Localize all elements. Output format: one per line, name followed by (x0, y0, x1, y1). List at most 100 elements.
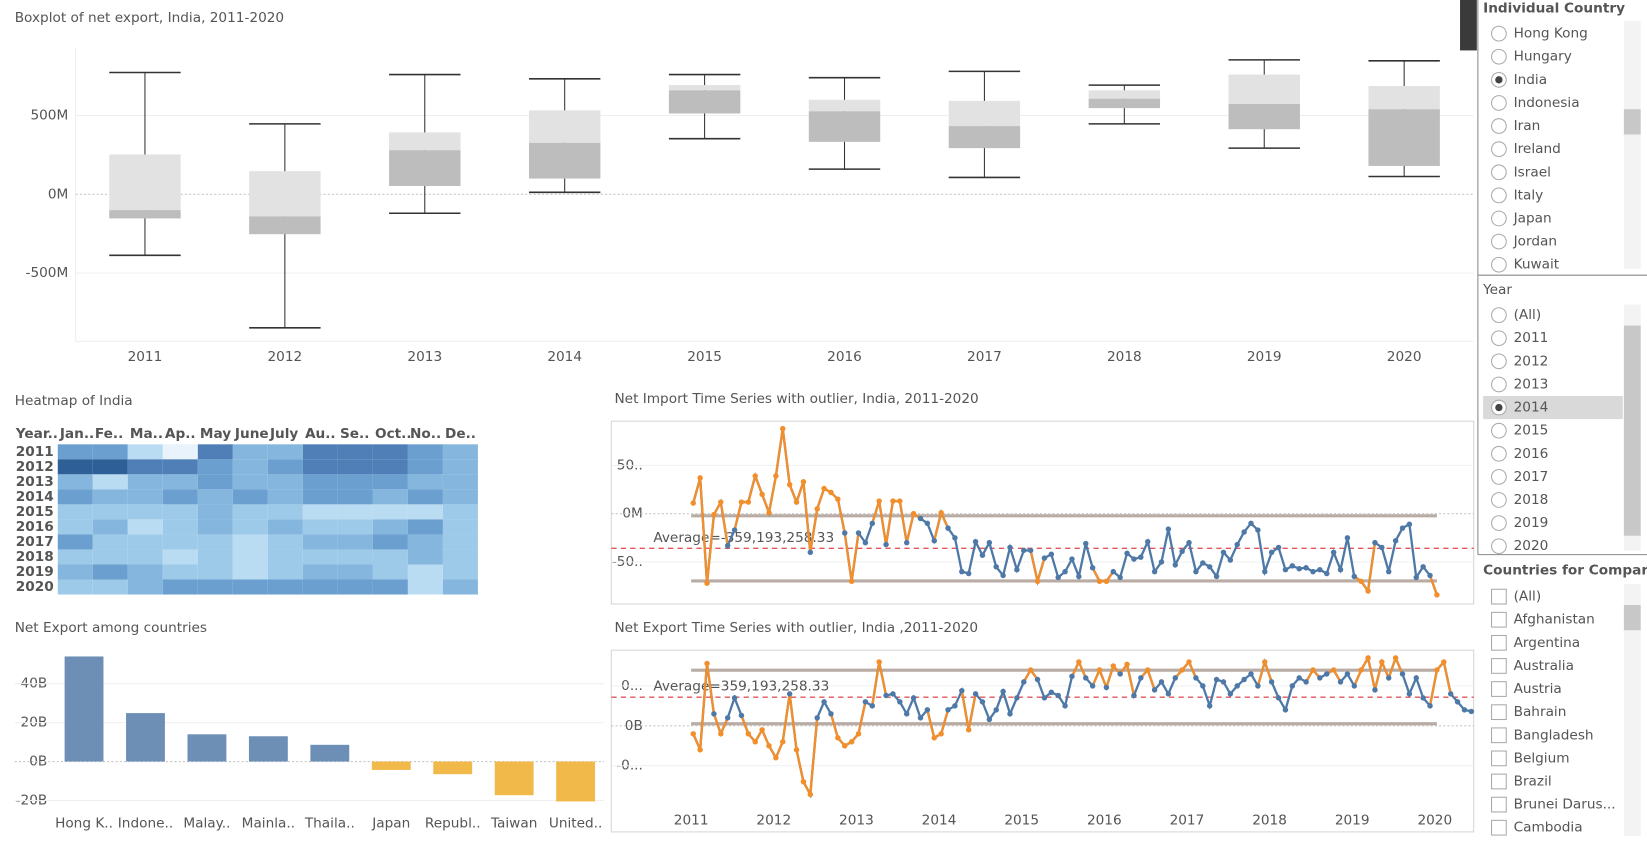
filter-item[interactable]: Iran (1514, 118, 1541, 134)
outlier-segment (761, 493, 771, 514)
checkbox[interactable] (1491, 634, 1507, 651)
filter-item[interactable]: 2012 (1514, 353, 1549, 369)
radio[interactable] (1491, 492, 1507, 508)
checkbox[interactable] (1491, 658, 1507, 674)
outlier-segment (1263, 661, 1273, 683)
bar (64, 656, 104, 762)
outlier-segment (788, 693, 798, 750)
checkbox[interactable] (1491, 773, 1507, 790)
filter-item[interactable]: India (1514, 72, 1547, 88)
box-upper (1088, 90, 1161, 99)
checkbox[interactable] (1491, 796, 1507, 813)
point (1165, 691, 1172, 697)
radio[interactable] (1491, 307, 1507, 323)
filter-item[interactable]: 2017 (1514, 469, 1549, 485)
filter-item[interactable]: Austria (1514, 681, 1562, 697)
outlier-segment (705, 663, 716, 714)
toolbar[interactable] (1460, 0, 1477, 51)
point (1062, 703, 1068, 709)
radio[interactable] (1491, 164, 1507, 181)
scroll-thumb[interactable] (1623, 325, 1641, 536)
point (1110, 568, 1117, 575)
filter-item[interactable]: Australia (1514, 658, 1574, 674)
scrollbar[interactable] (1623, 584, 1641, 837)
point (1310, 667, 1316, 673)
radio[interactable] (1491, 445, 1507, 462)
radio[interactable] (1491, 141, 1507, 158)
filter-item[interactable]: Hungary (1514, 49, 1572, 65)
radio[interactable] (1491, 118, 1507, 134)
filter-item[interactable]: Argentina (1514, 635, 1581, 651)
filter-item[interactable]: Japan (1513, 210, 1552, 226)
point (924, 707, 931, 713)
filter-item[interactable]: Israel (1514, 164, 1551, 180)
outlier-segment (878, 661, 888, 696)
filter-item[interactable]: 2011 (1514, 330, 1549, 346)
radio-dot[interactable] (1495, 76, 1503, 84)
radio[interactable] (1491, 25, 1507, 42)
point (1379, 544, 1385, 551)
heat-cell (267, 549, 303, 565)
filter-item[interactable]: 2015 (1514, 423, 1549, 439)
filter-item[interactable]: Afghanistan (1514, 612, 1595, 628)
filter-item[interactable]: Belgium (1514, 750, 1570, 766)
filter-item[interactable]: 2019 (1514, 515, 1549, 531)
box-lower (528, 142, 601, 179)
filter-item[interactable]: 2018 (1514, 492, 1549, 508)
filter-item[interactable]: 2014 (1514, 400, 1549, 416)
radio-dot[interactable] (1495, 403, 1503, 412)
checkbox[interactable] (1491, 681, 1507, 697)
plot-frame (610, 420, 1475, 605)
filter-item[interactable]: 2016 (1514, 446, 1549, 462)
filter-item[interactable]: Bangladesh (1514, 727, 1594, 743)
row-label: 2011 (16, 444, 54, 460)
heat-cell (232, 474, 268, 490)
point (1282, 566, 1289, 573)
filter-item[interactable]: (All) (1514, 307, 1542, 323)
x-tick-label: Japan (371, 816, 410, 832)
radio[interactable] (1491, 48, 1507, 65)
filter-item[interactable]: Brunei Darus... (1514, 797, 1616, 813)
radio[interactable] (1491, 95, 1507, 111)
scroll-thumb[interactable] (1623, 605, 1641, 631)
filter-item[interactable]: Jordan (1513, 234, 1557, 250)
radio[interactable] (1491, 210, 1507, 227)
radio[interactable] (1491, 422, 1507, 439)
filter-item[interactable]: 2020 (1514, 538, 1549, 554)
checkbox[interactable] (1491, 611, 1507, 628)
radio[interactable] (1491, 469, 1507, 485)
checkbox[interactable] (1491, 588, 1507, 605)
filter-item[interactable]: 2013 (1514, 376, 1549, 392)
scroll-thumb[interactable] (1623, 109, 1641, 135)
heat-cell (337, 459, 373, 475)
filter-item[interactable]: Brazil (1514, 773, 1552, 789)
heat-cell (267, 474, 303, 490)
radio[interactable] (1491, 187, 1507, 204)
filter-item[interactable]: Italy (1514, 187, 1544, 203)
filter-item[interactable]: Bahrain (1514, 704, 1567, 720)
radio[interactable] (1491, 515, 1507, 531)
point (1206, 703, 1213, 709)
point (1296, 675, 1302, 681)
filter-item[interactable]: (All) (1514, 589, 1542, 605)
filter-item[interactable]: Cambodia (1514, 820, 1583, 836)
point (890, 691, 896, 697)
checkbox[interactable] (1491, 704, 1507, 721)
filter-item[interactable]: Kuwait (1514, 257, 1560, 273)
radio[interactable] (1491, 353, 1507, 370)
filter-item[interactable]: Ireland (1514, 141, 1561, 157)
selected-row[interactable] (1483, 396, 1623, 420)
point (848, 739, 855, 745)
checkbox[interactable] (1491, 750, 1507, 767)
point (972, 538, 979, 545)
radio[interactable] (1491, 376, 1507, 393)
filter-item[interactable]: Hong Kong (1514, 26, 1588, 42)
radio[interactable] (1491, 538, 1507, 555)
filter-item[interactable]: Indonesia (1514, 95, 1580, 111)
radio[interactable] (1491, 330, 1507, 347)
radio[interactable] (1491, 233, 1507, 250)
scrollbar[interactable] (1623, 21, 1641, 269)
radio[interactable] (1491, 256, 1507, 273)
checkbox[interactable] (1491, 819, 1507, 836)
checkbox[interactable] (1491, 727, 1507, 744)
